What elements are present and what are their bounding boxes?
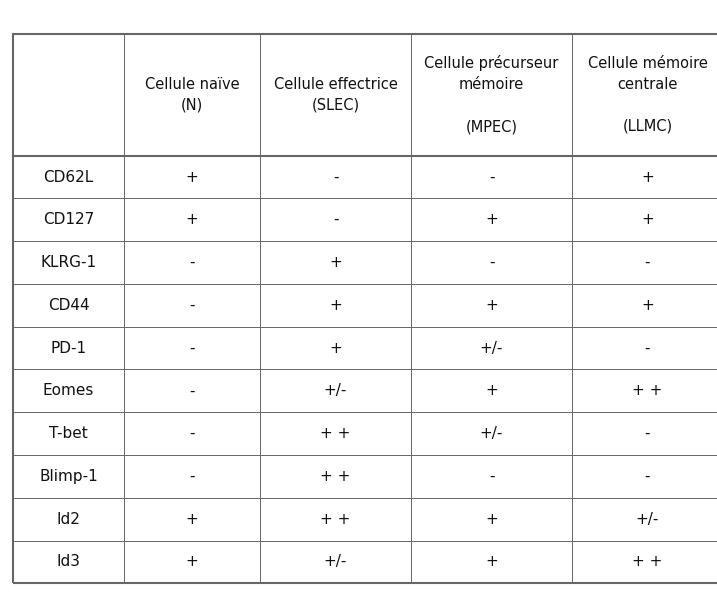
Text: -: - — [489, 469, 494, 484]
Text: +: + — [641, 298, 654, 313]
Text: + +: + + — [320, 511, 351, 527]
Text: -: - — [645, 255, 650, 270]
Text: -: - — [189, 383, 195, 399]
Text: +: + — [186, 169, 199, 185]
Text: CD127: CD127 — [43, 212, 94, 228]
Text: +/-: +/- — [480, 426, 503, 441]
Text: -: - — [189, 340, 195, 356]
Text: -: - — [489, 169, 494, 185]
Text: -: - — [189, 298, 195, 313]
Text: Cellule mémoire
centrale

(LLMC): Cellule mémoire centrale (LLMC) — [587, 56, 708, 134]
Text: +/-: +/- — [324, 383, 347, 399]
Text: +: + — [329, 255, 342, 270]
Text: + +: + + — [320, 469, 351, 484]
Text: T-bet: T-bet — [49, 426, 88, 441]
Text: +: + — [641, 212, 654, 228]
Text: Id3: Id3 — [57, 554, 80, 570]
Text: +/-: +/- — [636, 511, 659, 527]
Text: -: - — [333, 169, 338, 185]
Text: + +: + + — [632, 383, 663, 399]
Text: +: + — [485, 383, 498, 399]
Text: +: + — [186, 511, 199, 527]
Text: KLRG-1: KLRG-1 — [40, 255, 97, 270]
Text: -: - — [645, 340, 650, 356]
Text: +: + — [329, 340, 342, 356]
Text: +: + — [186, 212, 199, 228]
Text: Blimp-1: Blimp-1 — [39, 469, 98, 484]
Text: -: - — [645, 469, 650, 484]
Text: +/-: +/- — [324, 554, 347, 570]
Text: + +: + + — [632, 554, 663, 570]
Text: -: - — [489, 255, 494, 270]
Text: CD62L: CD62L — [43, 169, 94, 185]
Text: -: - — [189, 255, 195, 270]
Text: CD44: CD44 — [47, 298, 90, 313]
Text: +: + — [485, 212, 498, 228]
Text: +: + — [186, 554, 199, 570]
Text: -: - — [645, 426, 650, 441]
Text: Cellule précurseur
mémoire

(MPEC): Cellule précurseur mémoire (MPEC) — [424, 55, 559, 134]
Text: +: + — [329, 298, 342, 313]
Text: +/-: +/- — [480, 340, 503, 356]
Text: Cellule effectrice
(SLEC): Cellule effectrice (SLEC) — [274, 77, 397, 113]
Text: +: + — [485, 298, 498, 313]
Text: +: + — [641, 169, 654, 185]
Text: +: + — [485, 554, 498, 570]
Text: Id2: Id2 — [57, 511, 80, 527]
Text: -: - — [189, 469, 195, 484]
Text: -: - — [189, 426, 195, 441]
Text: + +: + + — [320, 426, 351, 441]
Text: Cellule naïve
(N): Cellule naïve (N) — [145, 77, 239, 113]
Text: Eomes: Eomes — [43, 383, 94, 399]
Text: -: - — [333, 212, 338, 228]
Text: PD-1: PD-1 — [50, 340, 87, 356]
Text: +: + — [485, 511, 498, 527]
